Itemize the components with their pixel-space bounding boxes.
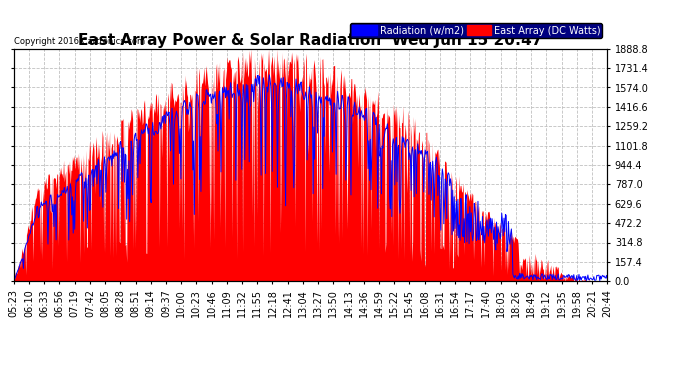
Text: Copyright 2016 Cartronics.com: Copyright 2016 Cartronics.com [14,38,145,46]
Legend: Radiation (w/m2), East Array (DC Watts): Radiation (w/m2), East Array (DC Watts) [351,23,602,38]
Title: East Array Power & Solar Radiation  Wed Jun 15 20:47: East Array Power & Solar Radiation Wed J… [78,33,543,48]
